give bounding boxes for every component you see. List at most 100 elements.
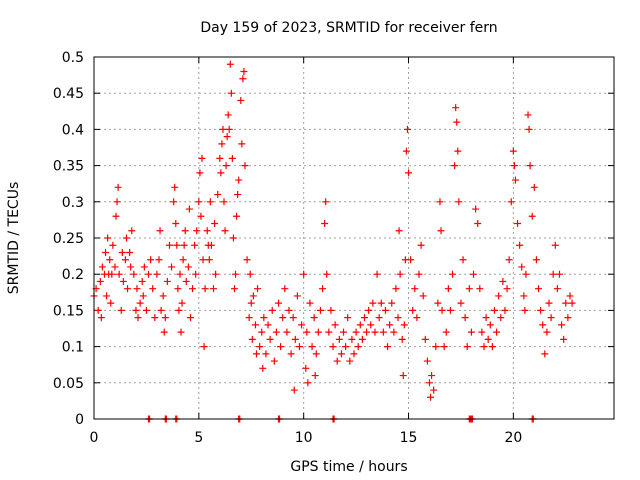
- data-point: [165, 241, 173, 249]
- data-point: [253, 350, 260, 358]
- data-point: [507, 198, 515, 206]
- data-point: [373, 270, 381, 278]
- data-point: [134, 314, 142, 322]
- data-point: [168, 263, 176, 271]
- data-point: [117, 306, 125, 314]
- data-point: [553, 285, 561, 293]
- y-tick-label: 0.45: [53, 86, 84, 102]
- data-point: [337, 350, 345, 358]
- data-point: [459, 256, 467, 264]
- data-point: [369, 299, 377, 307]
- x-tick-label: 5: [194, 430, 203, 446]
- chart-title: Day 159 of 2023, SRMTID for receiver fer…: [200, 20, 497, 36]
- data-point: [467, 328, 475, 336]
- data-point: [560, 335, 568, 343]
- data-point: [524, 111, 532, 119]
- data-point: [233, 212, 241, 220]
- data-point: [235, 176, 243, 184]
- data-point: [260, 314, 268, 322]
- data-point: [223, 133, 231, 141]
- data-point: [551, 241, 559, 249]
- data-point: [195, 198, 203, 206]
- data-point: [392, 285, 400, 293]
- data-point: [417, 241, 425, 249]
- data-point: [419, 292, 427, 300]
- data-point: [234, 191, 242, 199]
- data-point: [121, 256, 129, 264]
- data-point: [482, 314, 490, 322]
- data-point: [363, 328, 371, 336]
- data-point: [130, 270, 138, 278]
- data-point: [381, 306, 389, 314]
- data-point: [342, 343, 350, 351]
- data-point: [304, 379, 312, 387]
- data-point: [562, 299, 570, 307]
- data-point: [539, 321, 547, 329]
- data-point: [395, 227, 403, 235]
- data-point: [270, 357, 278, 365]
- data-point: [384, 343, 392, 351]
- data-point: [176, 270, 184, 278]
- data-point: [185, 205, 193, 213]
- data-point: [249, 292, 257, 300]
- y-tick-label: 0.15: [53, 303, 84, 319]
- data-point: [225, 125, 233, 133]
- data-point: [484, 335, 492, 343]
- data-point: [119, 277, 127, 285]
- data-point: [118, 248, 126, 256]
- data-point: [189, 285, 197, 293]
- data-point: [394, 314, 402, 322]
- data-point: [142, 306, 150, 314]
- data-point: [405, 169, 413, 177]
- data-point: [283, 328, 291, 336]
- data-point: [161, 314, 169, 322]
- data-point: [327, 306, 335, 314]
- data-point: [310, 314, 318, 322]
- data-point: [227, 89, 235, 97]
- data-point: [490, 306, 498, 314]
- data-point: [289, 314, 297, 322]
- data-point: [350, 350, 358, 358]
- y-tick-labels: 0 0.05 0.1 0.15 0.2 0.25 0.3 0.35 0.4 0.45 0.5: [53, 50, 84, 428]
- data-point: [191, 241, 199, 249]
- data-point: [316, 306, 324, 314]
- data-point: [472, 205, 480, 213]
- data-point: [298, 321, 306, 329]
- data-point: [514, 220, 522, 228]
- data-point: [335, 335, 343, 343]
- data-point: [325, 328, 333, 336]
- data-point: [495, 292, 503, 300]
- data-point: [201, 285, 209, 293]
- data-point: [449, 270, 457, 278]
- y-tick-label: 0.3: [62, 195, 84, 211]
- plot-frame: [93, 56, 615, 420]
- data-point: [564, 314, 572, 322]
- data-point: [525, 125, 533, 133]
- data-point: [360, 314, 368, 322]
- data-points: [90, 60, 576, 423]
- data-point: [222, 162, 230, 170]
- data-point: [106, 256, 114, 264]
- data-point: [212, 270, 220, 278]
- data-point: [181, 227, 189, 235]
- data-point: [124, 285, 132, 293]
- data-point: [388, 299, 396, 307]
- data-point: [254, 285, 262, 293]
- x-tick-label: 0: [90, 430, 99, 446]
- data-point: [107, 299, 115, 307]
- y-tick-label: 0.5: [62, 50, 84, 66]
- data-point: [312, 350, 320, 358]
- data-point: [123, 234, 130, 242]
- data-point: [182, 277, 190, 285]
- data-point: [170, 198, 178, 206]
- data-point: [175, 306, 183, 314]
- data-point: [444, 285, 452, 293]
- data-point: [476, 285, 484, 293]
- data-point: [409, 306, 417, 314]
- data-point: [281, 285, 289, 293]
- data-point: [555, 270, 563, 278]
- data-point: [365, 306, 373, 314]
- data-point: [219, 125, 227, 133]
- y-tick-label: 0.4: [62, 122, 84, 138]
